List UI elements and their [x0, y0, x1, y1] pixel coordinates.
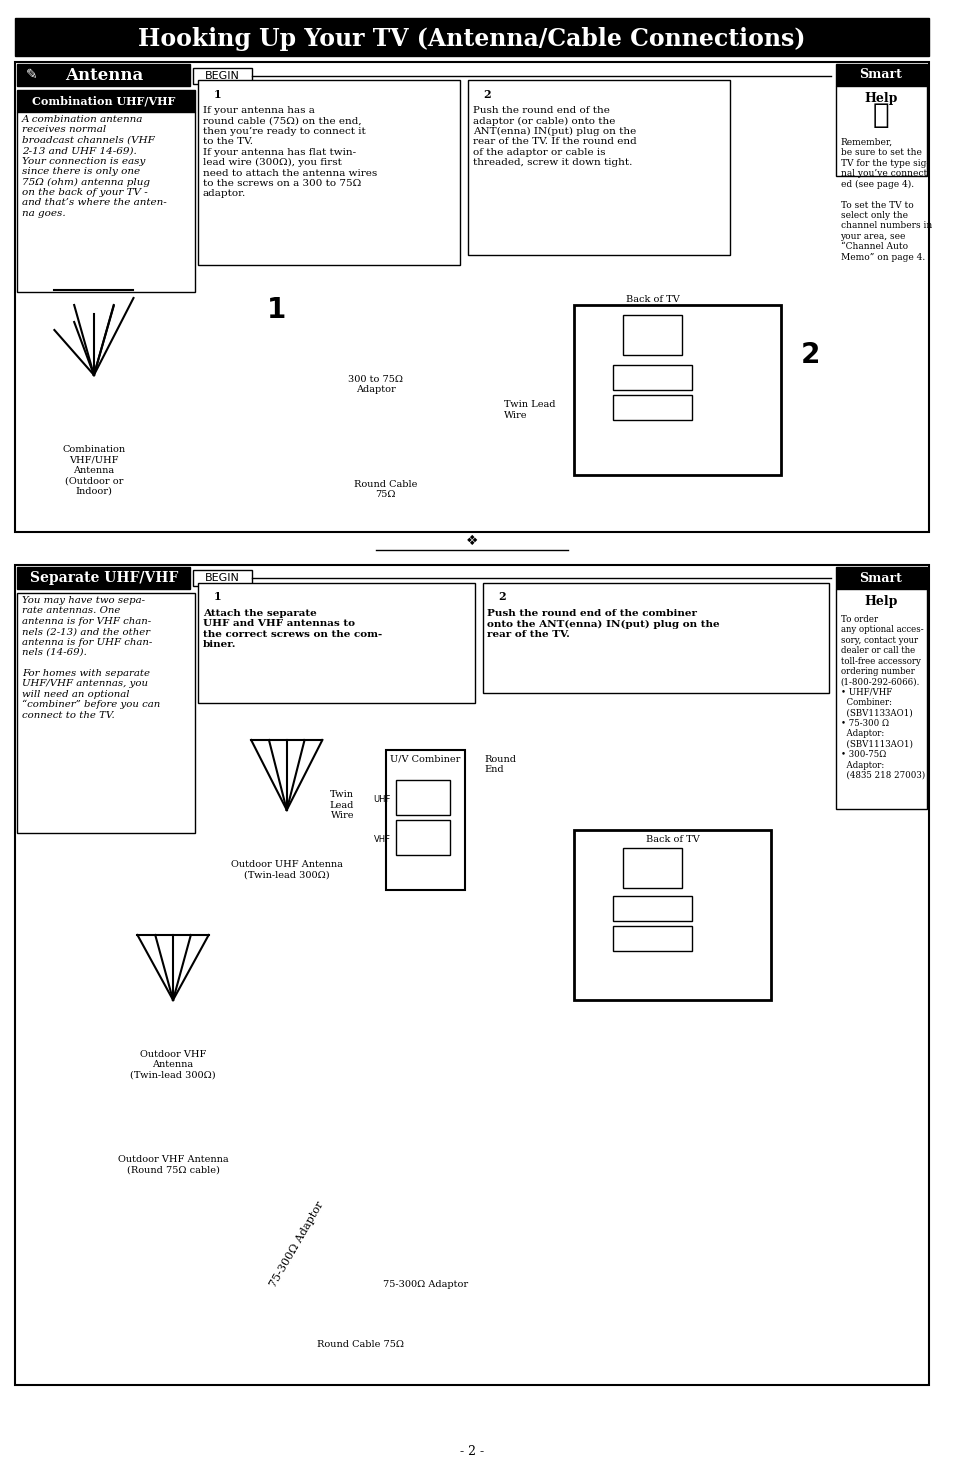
- Polygon shape: [776, 320, 844, 390]
- Text: Separate UHF/VHF: Separate UHF/VHF: [30, 572, 178, 585]
- Text: UHF: UHF: [373, 795, 390, 804]
- Text: Smart: Smart: [859, 69, 902, 82]
- Text: Twin
Lead
Wire: Twin Lead Wire: [330, 789, 354, 820]
- Polygon shape: [237, 270, 316, 349]
- Text: Outdoor VHF
Antenna
(Twin-lead 300Ω): Outdoor VHF Antenna (Twin-lead 300Ω): [131, 1050, 215, 1080]
- Circle shape: [209, 85, 226, 102]
- Bar: [15, 61, 927, 532]
- Bar: [193, 570, 252, 586]
- Bar: [835, 86, 925, 175]
- Bar: [197, 80, 459, 265]
- Text: 75-300Ω Adaptor: 75-300Ω Adaptor: [268, 1200, 325, 1289]
- Text: 1: 1: [267, 295, 286, 325]
- Bar: [622, 314, 681, 355]
- Text: Push the round end of the combiner
onto the ANT(enna) IN(put) plug on the
rear o: Push the round end of the combiner onto …: [487, 610, 720, 639]
- Polygon shape: [799, 668, 821, 692]
- Text: 300 to 75Ω
Adaptor: 300 to 75Ω Adaptor: [348, 374, 403, 395]
- Bar: [17, 91, 194, 113]
- Text: STOP: STOP: [641, 243, 662, 249]
- Bar: [835, 589, 925, 808]
- Polygon shape: [405, 395, 444, 436]
- Text: Back of TV: Back of TV: [645, 835, 699, 844]
- Text: Antenna: Antenna: [65, 66, 143, 83]
- Text: Attach the separate
UHF and VHF antennas to
the correct screws on the com-
biner: Attach the separate UHF and VHF antennas…: [202, 610, 381, 649]
- Bar: [17, 567, 190, 589]
- Text: Outdoor UHF Antenna
(Twin-lead 300Ω): Outdoor UHF Antenna (Twin-lead 300Ω): [231, 860, 342, 880]
- Text: Remember,
be sure to set the
TV for the type sig-
nal you’ve connect-
ed (see pa: Remember, be sure to set the TV for the …: [840, 137, 931, 262]
- Bar: [622, 848, 681, 887]
- Bar: [482, 583, 828, 693]
- Text: Help: Help: [863, 92, 897, 105]
- Bar: [573, 306, 781, 475]
- Text: To order
any optional acces-
sory, contact your
dealer or call the
toll-free acc: To order any optional acces- sory, conta…: [840, 616, 923, 781]
- Bar: [17, 594, 194, 833]
- Circle shape: [493, 588, 511, 607]
- Text: 1: 1: [213, 89, 221, 99]
- Text: 2: 2: [801, 341, 820, 368]
- Text: STOP: STOP: [800, 677, 821, 683]
- Circle shape: [478, 85, 496, 102]
- Text: Round Cable
75Ω: Round Cable 75Ω: [354, 480, 416, 500]
- Bar: [613, 366, 692, 390]
- Text: Combination UHF/VHF: Combination UHF/VHF: [32, 95, 175, 107]
- Text: VHF: VHF: [374, 835, 390, 845]
- Text: Round
End: Round End: [484, 754, 516, 775]
- Text: - 2 -: - 2 -: [459, 1444, 483, 1458]
- Text: 2: 2: [483, 89, 491, 99]
- Text: A combination antenna
receives normal
broadcast channels (VHF
2-13 and UHF 14-69: A combination antenna receives normal br…: [22, 115, 167, 218]
- Bar: [17, 64, 190, 86]
- Circle shape: [209, 588, 226, 607]
- Text: Round Cable 75Ω: Round Cable 75Ω: [317, 1341, 404, 1349]
- Text: OR: OR: [196, 1113, 219, 1127]
- Text: Smart: Smart: [859, 572, 902, 585]
- Bar: [385, 750, 464, 890]
- Text: BEGIN: BEGIN: [205, 573, 239, 583]
- Bar: [835, 567, 925, 589]
- Bar: [17, 113, 194, 292]
- Bar: [613, 925, 692, 950]
- Text: Back of TV: Back of TV: [625, 295, 679, 304]
- Bar: [467, 80, 729, 254]
- Text: Help: Help: [863, 595, 897, 608]
- Bar: [573, 830, 770, 1000]
- Bar: [613, 896, 692, 921]
- Text: OR: OR: [415, 408, 435, 421]
- Text: Outdoor VHF Antenna
(Round 75Ω cable): Outdoor VHF Antenna (Round 75Ω cable): [117, 1155, 228, 1174]
- Text: 1: 1: [213, 592, 221, 602]
- Text: Hooking Up Your TV (Antenna/Cable Connections): Hooking Up Your TV (Antenna/Cable Connec…: [138, 26, 804, 51]
- Bar: [15, 18, 927, 56]
- Text: 💡: 💡: [872, 101, 888, 129]
- Text: You may have two sepa-
rate antennas. One
antenna is for VHF chan-
nels (2-13) a: You may have two sepa- rate antennas. On…: [22, 596, 160, 719]
- Bar: [395, 820, 450, 855]
- Text: U/V Combiner: U/V Combiner: [390, 754, 460, 765]
- Polygon shape: [186, 1098, 229, 1142]
- Text: Push the round end of the
adaptor (or cable) onto the
ANT(enna) IN(put) plug on : Push the round end of the adaptor (or ca…: [472, 107, 636, 167]
- Bar: [613, 395, 692, 420]
- Text: Twin Lead
Wire: Twin Lead Wire: [504, 401, 556, 420]
- Text: 2: 2: [498, 592, 506, 602]
- Text: BEGIN: BEGIN: [205, 72, 239, 80]
- Bar: [197, 583, 475, 703]
- Bar: [395, 781, 450, 814]
- Polygon shape: [640, 232, 664, 257]
- Text: Combination
VHF/UHF
Antenna
(Outdoor or
Indoor): Combination VHF/UHF Antenna (Outdoor or …: [62, 444, 126, 496]
- Text: If your antenna has a
round cable (75Ω) on the end,
then you’re ready to connect: If your antenna has a round cable (75Ω) …: [202, 107, 376, 199]
- Bar: [15, 564, 927, 1385]
- Bar: [193, 69, 252, 83]
- Text: 75-300Ω Adaptor: 75-300Ω Adaptor: [382, 1281, 467, 1289]
- Text: ✎: ✎: [26, 69, 37, 82]
- Text: ❖: ❖: [465, 534, 477, 548]
- Bar: [835, 64, 925, 86]
